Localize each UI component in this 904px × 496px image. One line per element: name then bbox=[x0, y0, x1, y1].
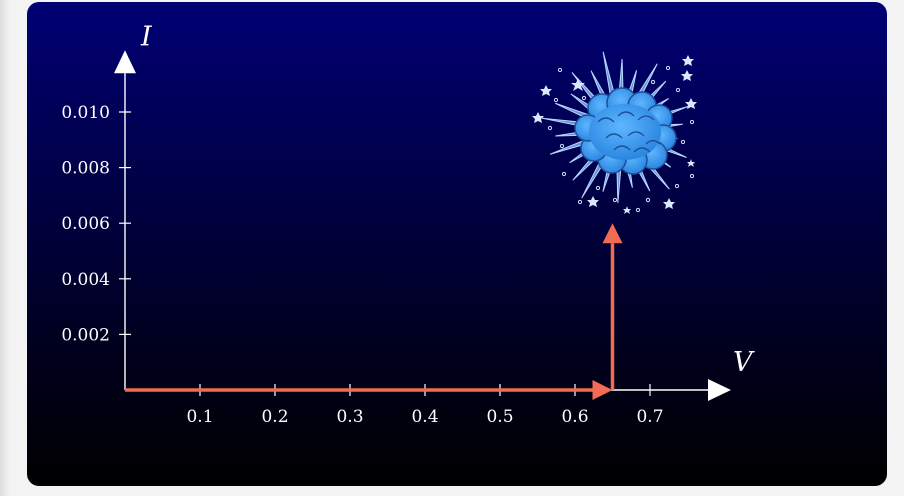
x-tick-label: 0.5 bbox=[486, 407, 513, 427]
page-edge-shadow bbox=[0, 0, 10, 496]
y-tick-label: 0.002 bbox=[61, 325, 110, 345]
x-axis-label: V bbox=[733, 347, 755, 378]
y-tick-label: 0.008 bbox=[61, 159, 110, 179]
y-tick-label: 0.010 bbox=[61, 103, 110, 123]
x-tick-label: 0.1 bbox=[186, 407, 213, 427]
y-tick-label: 0.006 bbox=[61, 214, 110, 234]
x-tick-label: 0.7 bbox=[636, 407, 663, 427]
series-arrowhead bbox=[592, 380, 613, 400]
y-axis-arrow bbox=[114, 50, 136, 74]
series-arrowhead bbox=[602, 223, 623, 244]
x-axis-arrow bbox=[708, 379, 731, 401]
explosion-cloud-icon bbox=[532, 51, 697, 214]
y-tick-label: 0.004 bbox=[61, 270, 110, 290]
x-tick-label: 0.6 bbox=[561, 407, 588, 427]
iv-chart: 0.1 0.2 0.3 0.4 0.5 0.6 0.7 0.002 0.004 0.006 0.0… bbox=[61, 21, 755, 427]
x-tick-label: 0.4 bbox=[411, 407, 438, 427]
x-tick-label: 0.2 bbox=[261, 407, 288, 427]
y-axis-label: I bbox=[140, 21, 153, 52]
chart-card: 0.1 0.2 0.3 0.4 0.5 0.6 0.7 0.002 0.004 0.006 0.0… bbox=[27, 2, 887, 486]
x-tick-label: 0.3 bbox=[336, 407, 363, 427]
